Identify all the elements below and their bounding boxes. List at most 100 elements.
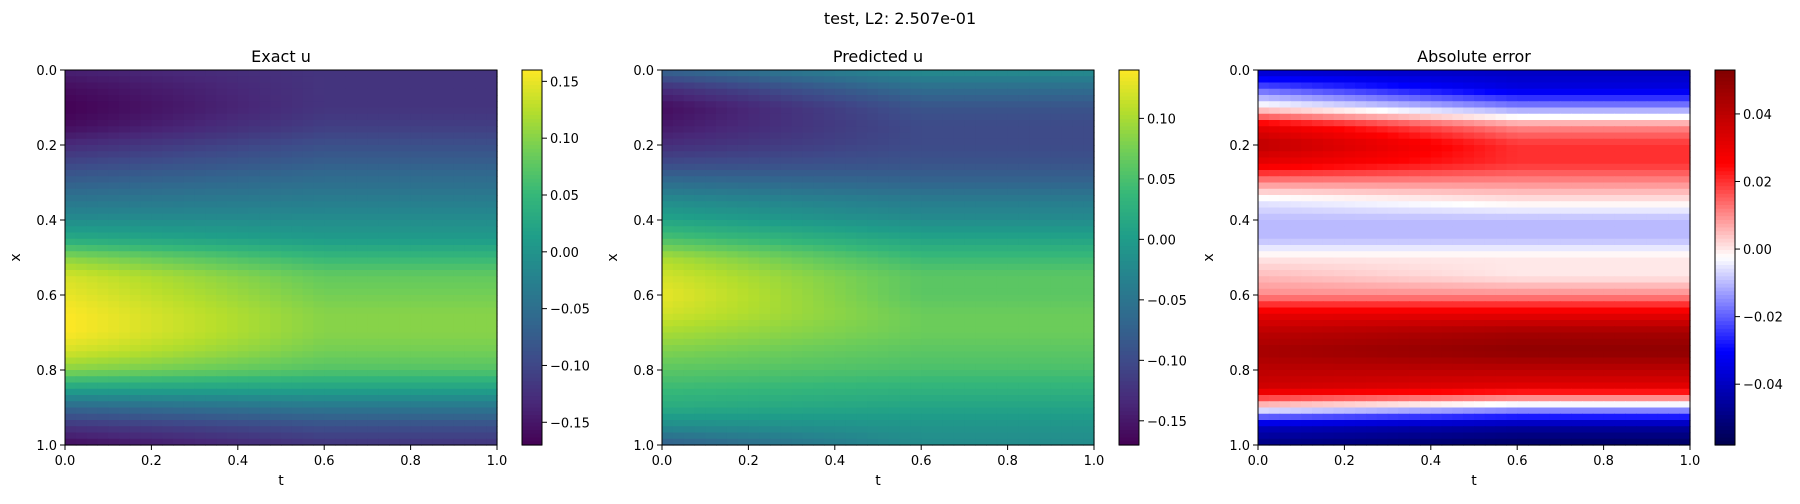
heatmap-cell	[411, 289, 422, 296]
colorbar-segment	[522, 351, 542, 355]
heatmap-cell	[205, 101, 216, 108]
heatmap-cell	[705, 214, 716, 221]
heatmap-cell	[781, 358, 792, 365]
heatmap-cell	[227, 183, 238, 190]
heatmap-cell	[889, 170, 900, 177]
heatmap-cell	[662, 264, 673, 271]
heatmap-cell	[324, 320, 335, 327]
heatmap-cell	[1051, 195, 1062, 202]
heatmap-cell	[900, 145, 911, 152]
heatmap-cell	[238, 164, 249, 171]
heatmap-cell	[130, 326, 141, 333]
heatmap-cell	[184, 339, 195, 346]
heatmap-cell	[454, 283, 465, 290]
heatmap-cell	[727, 295, 738, 302]
heatmap-cell	[975, 270, 986, 277]
heatmap-cell	[684, 370, 695, 377]
heatmap-cell	[770, 76, 781, 83]
heatmap-cell	[65, 114, 76, 121]
heatmap-cell	[292, 170, 303, 177]
heatmap-cell	[205, 114, 216, 121]
heatmap-cell	[108, 158, 119, 165]
heatmap-cell	[227, 376, 238, 383]
heatmap-cell	[673, 308, 684, 315]
heatmap-cell	[997, 151, 1008, 158]
heatmap-cell	[964, 208, 975, 215]
heatmap-cell	[141, 226, 152, 233]
heatmap-cell	[411, 308, 422, 315]
colorbar-segment	[522, 258, 542, 262]
heatmap-cell	[738, 401, 749, 408]
heatmap-cell	[465, 164, 476, 171]
heatmap-cell	[216, 433, 227, 440]
heatmap-cell	[324, 401, 335, 408]
heatmap-cell	[389, 233, 400, 240]
heatmap-cell	[846, 264, 857, 271]
heatmap-cell	[130, 345, 141, 352]
heatmap-cell	[421, 76, 432, 83]
heatmap-cell	[1051, 258, 1062, 265]
heatmap-cell	[835, 333, 846, 340]
heatmap-cell	[76, 401, 87, 408]
heatmap-cell	[1029, 395, 1040, 402]
heatmap-cell	[781, 283, 792, 290]
heatmap-cell	[443, 383, 454, 390]
heatmap-cell	[205, 95, 216, 102]
heatmap-cell	[900, 270, 911, 277]
heatmap-cell	[1008, 339, 1019, 346]
heatmap-cell	[792, 383, 803, 390]
heatmap-cell	[97, 208, 108, 215]
heatmap-cell	[281, 201, 292, 208]
heatmap-cell	[943, 308, 954, 315]
heatmap-cell	[87, 351, 98, 358]
heatmap-cell	[705, 295, 716, 302]
heatmap-cell	[1040, 339, 1051, 346]
heatmap-cell	[1083, 308, 1094, 315]
heatmap-cell	[432, 276, 443, 283]
colorbar-segment	[522, 306, 542, 310]
heatmap-cell	[878, 414, 889, 421]
heatmap-cell	[932, 251, 943, 258]
heatmap-cell	[1062, 420, 1073, 427]
heatmap-cell	[259, 370, 270, 377]
heatmap-cell	[303, 164, 314, 171]
heatmap-cell	[216, 164, 227, 171]
heatmap-cell	[270, 320, 281, 327]
heatmap-cell	[421, 270, 432, 277]
heatmap-cell	[454, 183, 465, 190]
heatmap-cell	[1008, 333, 1019, 340]
heatmap-cell	[997, 189, 1008, 196]
heatmap-cell	[205, 151, 216, 158]
heatmap-cell	[813, 95, 824, 102]
heatmap-cell	[357, 376, 368, 383]
heatmap-cell	[216, 270, 227, 277]
heatmap-cell	[1018, 433, 1029, 440]
heatmap-cell	[867, 195, 878, 202]
heatmap-cell	[238, 101, 249, 108]
heatmap-cell	[694, 120, 705, 127]
heatmap-cell	[346, 108, 357, 115]
heatmap-cell	[216, 426, 227, 433]
heatmap-cell	[910, 245, 921, 252]
heatmap-cell	[932, 408, 943, 415]
heatmap-cell	[900, 258, 911, 265]
heatmap-cell	[108, 320, 119, 327]
colorbar-segment	[522, 295, 542, 299]
heatmap-cell	[227, 320, 238, 327]
heatmap-cell	[184, 164, 195, 171]
heatmap-cell	[986, 420, 997, 427]
heatmap-cell	[770, 189, 781, 196]
heatmap-cell	[662, 133, 673, 140]
heatmap-cell	[346, 95, 357, 102]
heatmap-cell	[421, 126, 432, 133]
heatmap-cell	[759, 114, 770, 121]
heatmap-cell	[705, 76, 716, 83]
heatmap-cell	[802, 95, 813, 102]
heatmap-cell	[1018, 251, 1029, 258]
heatmap-cell	[421, 108, 432, 115]
heatmap-cell	[1072, 176, 1083, 183]
heatmap-cell	[108, 145, 119, 152]
heatmap-cell	[151, 170, 162, 177]
colorbar-segment	[522, 396, 542, 400]
heatmap-cell	[108, 301, 119, 308]
